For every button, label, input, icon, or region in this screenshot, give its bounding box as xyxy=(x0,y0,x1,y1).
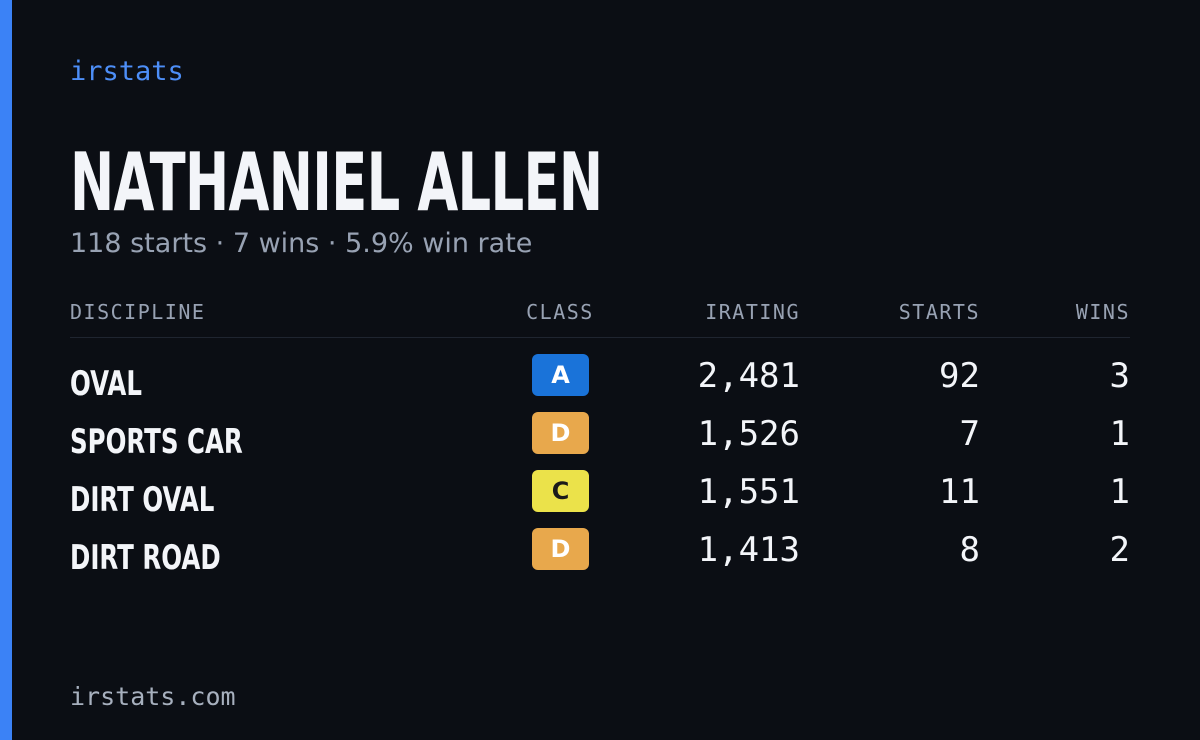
starts: 8 xyxy=(959,530,980,570)
header-rule xyxy=(70,337,1130,338)
wins: 1 xyxy=(1109,472,1130,512)
column-header: WINS xyxy=(1075,300,1130,324)
starts: 92 xyxy=(939,356,980,396)
column-header: IRATING xyxy=(705,300,800,324)
discipline: DIRT OVAL xyxy=(70,480,215,520)
column-header: CLASS xyxy=(526,300,594,324)
class-badge: D xyxy=(532,528,589,570)
class-badge: A xyxy=(532,354,589,396)
discipline: SPORTS CAR xyxy=(70,422,243,462)
class-badge: D xyxy=(532,412,589,454)
column-header: STARTS xyxy=(898,300,980,324)
starts: 11 xyxy=(939,472,980,512)
irating: 1,526 xyxy=(697,414,800,454)
class-badge: C xyxy=(532,470,589,512)
footer-link: irstats.com xyxy=(70,682,236,711)
discipline: OVAL xyxy=(70,364,142,404)
column-header: DISCIPLINE xyxy=(70,300,206,324)
discipline: DIRT ROAD xyxy=(70,538,221,578)
driver-name: NATHANIEL ALLEN xyxy=(70,136,603,229)
brand: irstats xyxy=(70,56,184,87)
wins: 3 xyxy=(1109,356,1130,396)
irating: 2,481 xyxy=(697,356,800,396)
starts: 7 xyxy=(959,414,980,454)
accent-bar xyxy=(0,0,12,740)
wins: 2 xyxy=(1109,530,1130,570)
driver-summary: 118 starts · 7 wins · 5.9% win rate xyxy=(70,228,533,259)
wins: 1 xyxy=(1109,414,1130,454)
irating: 1,413 xyxy=(697,530,800,570)
irating: 1,551 xyxy=(697,472,800,512)
